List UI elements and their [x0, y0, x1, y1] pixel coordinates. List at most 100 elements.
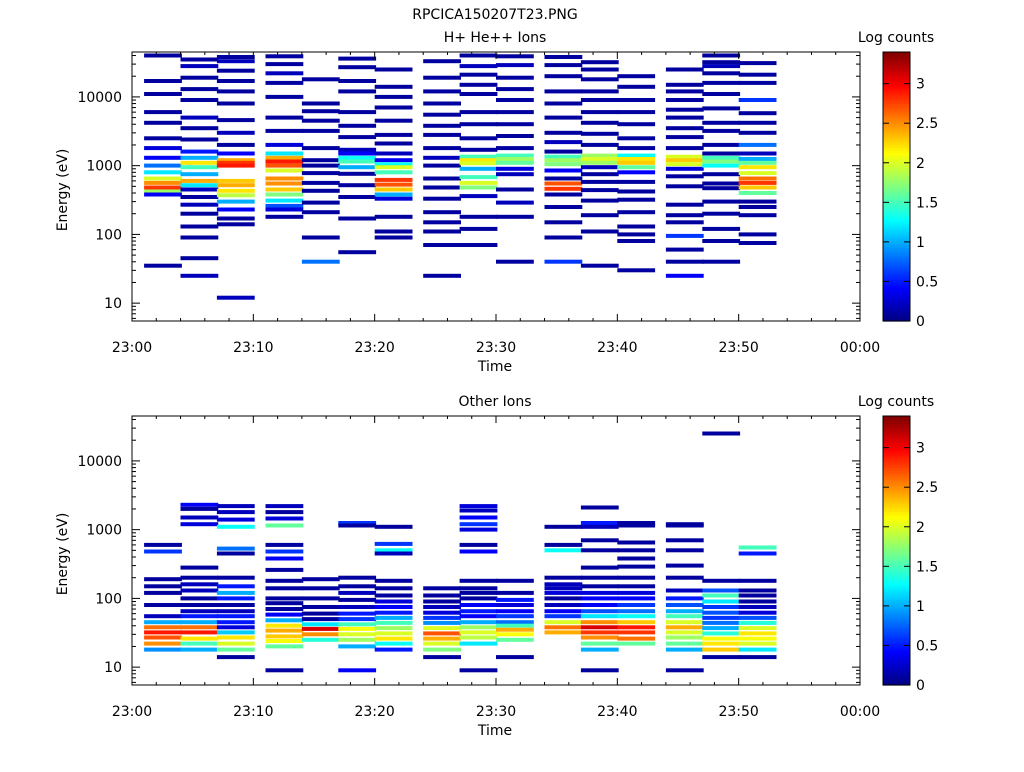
- colorbar-swatch: [883, 279, 910, 283]
- colorbar-swatch: [883, 640, 910, 645]
- y-tick-label: 1000: [86, 523, 122, 539]
- heatmap-cell: [544, 192, 583, 197]
- x-tick-label: 00:00: [840, 704, 880, 720]
- heatmap-cell: [374, 162, 413, 167]
- heatmap-cell: [580, 641, 619, 646]
- panel2-y-axis-label: Energy (eV): [55, 513, 71, 596]
- heatmap-cell: [423, 631, 461, 636]
- colorbar-swatch: [883, 601, 910, 605]
- heatmap-cell: [338, 151, 377, 156]
- x-tick-label: 23:30: [476, 340, 516, 356]
- heatmap-cell: [265, 214, 304, 219]
- heatmap-cell: [265, 668, 304, 673]
- heatmap-cell: [144, 549, 182, 554]
- heatmap-cell: [374, 620, 413, 625]
- heatmap-cell: [665, 174, 704, 179]
- colorbar-swatch: [883, 589, 910, 593]
- colorbar-swatch: [883, 215, 910, 219]
- heatmap-cell: [738, 588, 777, 593]
- colorbar-swatch: [883, 614, 910, 618]
- colorbar-swatch: [883, 579, 910, 583]
- heatmap-cell: [702, 172, 741, 177]
- colorbar-swatch: [883, 653, 910, 657]
- heatmap-cell: [374, 141, 413, 146]
- heatmap-cell: [702, 211, 741, 216]
- heatmap-cell: [180, 522, 219, 527]
- panel1-colorbar-label: Log counts: [858, 30, 934, 46]
- colorbar-swatch: [883, 66, 910, 70]
- heatmap-cell: [374, 151, 413, 156]
- colorbar-swatch: [883, 132, 910, 136]
- colorbar-swatch: [883, 621, 910, 625]
- heatmap-cell: [580, 609, 619, 614]
- colorbar-swatch: [883, 438, 910, 442]
- heatmap-cell: [338, 159, 377, 164]
- heatmap-cell: [665, 166, 704, 171]
- heatmap-cell: [301, 210, 340, 215]
- heatmap-cell: [544, 205, 583, 209]
- heatmap-cell: [301, 180, 340, 185]
- heatmap-cell: [665, 135, 704, 140]
- colorbar-swatch: [883, 491, 910, 495]
- heatmap-cell: [216, 295, 255, 300]
- colorbar-swatch: [883, 69, 910, 73]
- heatmap-cell: [580, 157, 619, 161]
- heatmap-cell: [580, 153, 619, 158]
- heatmap-cell: [702, 631, 741, 636]
- heatmap-cell: [702, 106, 741, 111]
- colorbar-swatch: [883, 618, 910, 623]
- heatmap-cell: [338, 590, 377, 595]
- colorbar-swatch: [883, 680, 910, 684]
- heatmap-cell: [180, 620, 219, 625]
- heatmap-cell: [459, 668, 498, 673]
- colorbar-swatch: [883, 316, 910, 320]
- heatmap-cell: [216, 641, 255, 646]
- heatmap-cell: [144, 263, 182, 268]
- heatmap-cell: [617, 590, 656, 595]
- colorbar-tick-label: 0: [916, 678, 925, 694]
- colorbar-swatch: [883, 252, 910, 256]
- panel2-title: Other Ions: [458, 394, 531, 410]
- heatmap-cell: [580, 668, 619, 673]
- heatmap-cell: [338, 171, 377, 176]
- colorbar-swatch: [883, 472, 910, 476]
- heatmap-cell: [738, 142, 777, 147]
- heatmap-cell: [180, 647, 219, 652]
- x-tick-label: 23:20: [354, 340, 394, 356]
- heatmap-cell: [216, 160, 255, 165]
- heatmap-cell: [423, 655, 461, 660]
- heatmap-cell: [216, 590, 255, 595]
- heatmap-cell: [216, 193, 255, 198]
- heatmap-cell: [617, 548, 656, 553]
- heatmap-cell: [617, 146, 656, 151]
- heatmap-cell: [702, 159, 741, 164]
- heatmap-cell: [265, 618, 304, 623]
- heatmap-cell: [702, 64, 741, 69]
- heatmap-cell: [665, 162, 704, 167]
- heatmap-cell: [665, 115, 704, 120]
- heatmap-cell: [216, 199, 255, 204]
- heatmap-cell: [459, 166, 498, 171]
- heatmap-cell: [580, 538, 619, 543]
- heatmap-cell: [459, 158, 498, 163]
- heatmap-cell: [580, 142, 619, 147]
- heatmap-cell: [738, 151, 777, 156]
- heatmap-cell: [423, 123, 461, 128]
- colorbar-swatch: [883, 127, 910, 131]
- colorbar-tick-label: 1: [916, 599, 925, 615]
- heatmap-cell: [665, 89, 704, 94]
- colorbar-swatch: [883, 604, 910, 608]
- panel1-title: H+ He++ Ions: [444, 30, 547, 46]
- heatmap-cell: [738, 545, 777, 550]
- heatmap-cell: [665, 538, 704, 543]
- panel2-heatmap-cells: [144, 431, 777, 673]
- heatmap-cell: [216, 183, 255, 188]
- heatmap-cell: [665, 588, 704, 593]
- heatmap-cell: [374, 636, 413, 641]
- x-tick-label: 23:00: [112, 340, 152, 356]
- panel1-axes: 23:00 23:10 23:20 23:30 23:40 23:50 00:00 10 100…: [77, 52, 880, 356]
- heatmap-cell: [265, 542, 304, 547]
- heatmap-cell: [702, 615, 741, 620]
- heatmap-cell: [265, 516, 304, 521]
- heatmap-cell: [265, 556, 304, 561]
